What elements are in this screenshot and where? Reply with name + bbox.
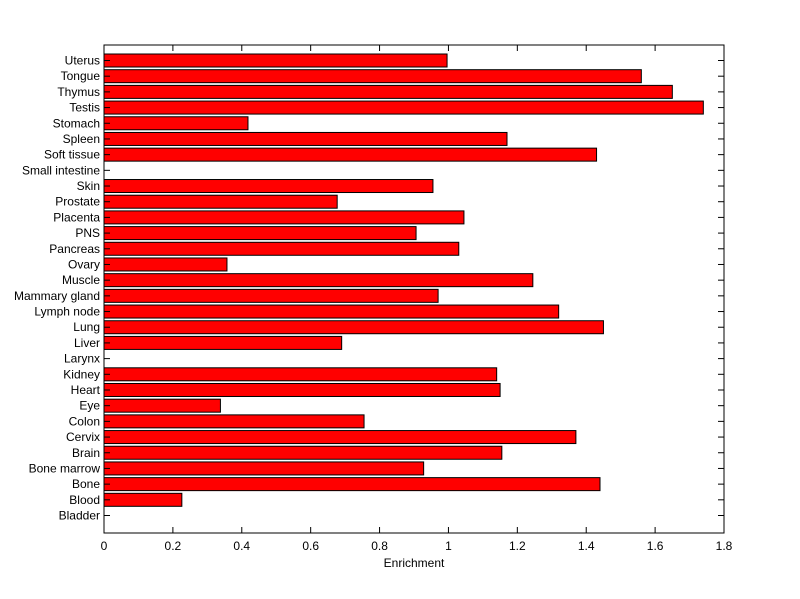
x-tick-label: 1.4 <box>578 539 595 553</box>
y-tick-label: Small intestine <box>22 163 100 177</box>
x-tick-label: 1.6 <box>647 539 664 553</box>
x-tick-label: 0 <box>101 539 108 553</box>
bar <box>103 430 577 445</box>
bar <box>103 116 249 131</box>
y-tick-label: Skin <box>77 179 100 193</box>
bar <box>103 53 448 68</box>
x-tick-label: 1.2 <box>509 539 526 553</box>
bar <box>103 226 417 241</box>
bar <box>103 84 673 99</box>
x-tick-label: 0.2 <box>165 539 182 553</box>
y-tick-label: Colon <box>69 414 100 428</box>
bar <box>103 320 604 335</box>
y-tick-label: Eye <box>79 399 100 413</box>
y-tick-label: Ovary <box>68 257 100 271</box>
bar <box>103 398 221 413</box>
bar <box>103 335 343 350</box>
y-tick-label: Blood <box>69 493 100 507</box>
y-tick-label: Tongue <box>61 69 101 83</box>
x-tick-label: 1.8 <box>716 539 733 553</box>
y-tick-label: Muscle <box>62 273 100 287</box>
y-tick-label: Bone marrow <box>29 461 101 475</box>
x-tick-label: 0.8 <box>371 539 388 553</box>
x-tick-label: 1 <box>445 539 452 553</box>
y-tick-label: Prostate <box>55 195 100 209</box>
x-tick-labels: 0 0.2 0.4 0.6 0.8 1 1.2 1.4 1.6 1.8 <box>101 539 733 553</box>
x-tick-label: 0.6 <box>302 539 319 553</box>
y-tick-label: Cervix <box>66 430 100 444</box>
bar <box>103 194 338 209</box>
x-axis-label: Enrichment <box>384 556 445 570</box>
ticks-group <box>103 45 725 533</box>
bar <box>103 241 460 256</box>
bar <box>103 382 501 397</box>
bar <box>103 492 183 507</box>
y-tick-label: Bladder <box>59 509 100 523</box>
bar <box>103 131 508 146</box>
x-tick-label: 0.4 <box>233 539 250 553</box>
y-tick-label: Liver <box>74 336 100 350</box>
bar <box>103 100 704 115</box>
bar <box>103 69 642 84</box>
y-tick-label: Bone <box>72 477 100 491</box>
bar <box>103 257 228 272</box>
bar <box>103 414 365 429</box>
bar <box>103 147 598 162</box>
y-tick-label: Soft tissue <box>44 148 100 162</box>
y-tick-label: Mammary gland <box>14 289 100 303</box>
y-tick-label: Brain <box>72 446 100 460</box>
y-tick-label: Placenta <box>53 210 100 224</box>
bar <box>103 210 465 225</box>
y-tick-label: Lymph node <box>34 305 100 319</box>
bar <box>103 179 434 194</box>
y-tick-label: Testis <box>69 101 100 115</box>
bar <box>103 273 534 288</box>
bar <box>103 461 425 476</box>
bar <box>103 445 503 460</box>
y-tick-label: Heart <box>71 383 101 397</box>
bar <box>103 367 498 382</box>
y-tick-label: Uterus <box>65 54 100 68</box>
bar <box>103 304 560 319</box>
y-tick-label: Thymus <box>57 85 100 99</box>
y-tick-label: Kidney <box>63 367 100 381</box>
y-tick-label: Lung <box>73 320 100 334</box>
y-tick-label: Pancreas <box>49 242 100 256</box>
y-tick-label: Larynx <box>64 352 100 366</box>
y-tick-label: Spleen <box>63 132 100 146</box>
bar <box>103 477 601 492</box>
plot-frame <box>103 44 725 534</box>
y-tick-label: PNS <box>75 226 100 240</box>
bar <box>103 288 439 303</box>
y-tick-label: Stomach <box>53 116 100 130</box>
